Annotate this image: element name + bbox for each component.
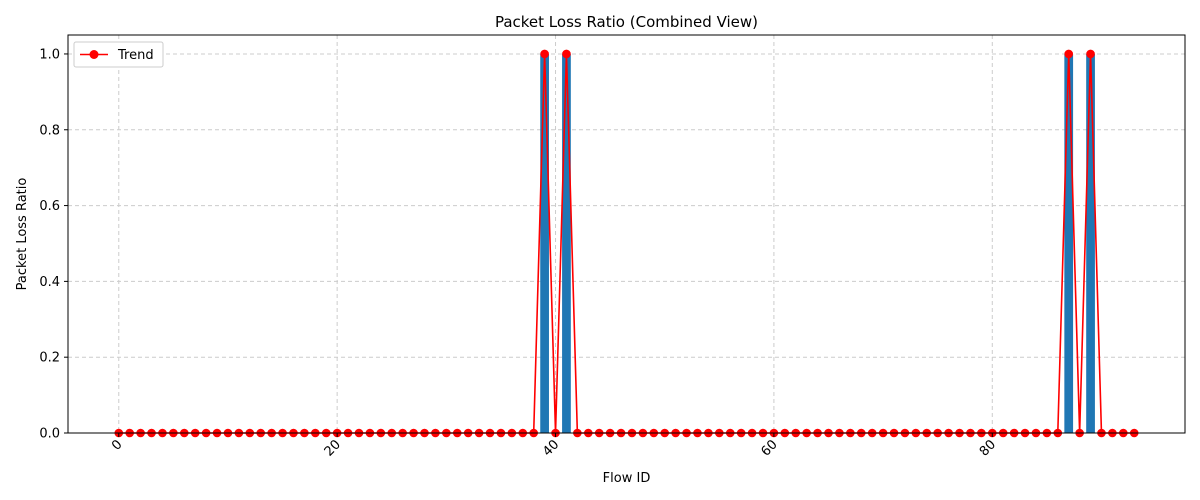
trend-point xyxy=(1086,49,1095,59)
y-axis-ticks: 0.0 0.2 0.4 0.6 0.8 1.0 xyxy=(39,47,68,442)
bar xyxy=(540,53,549,433)
y-tick-label: 0.4 xyxy=(39,275,60,290)
bar xyxy=(562,53,571,433)
bar xyxy=(1086,53,1095,433)
x-tick-label: 80 xyxy=(977,437,999,459)
legend-trend-label: Trend xyxy=(117,48,154,63)
trend-point xyxy=(562,49,571,59)
legend-box xyxy=(73,41,164,68)
bar xyxy=(1064,53,1074,433)
y-tick-label: 0.6 xyxy=(39,199,60,214)
x-tick-label: 40 xyxy=(540,437,562,459)
plot-frame xyxy=(67,34,1186,434)
trend-line xyxy=(118,53,1135,434)
x-tick-label: 0 xyxy=(109,437,125,453)
bar-series xyxy=(540,53,1095,433)
y-tick-label: 0.2 xyxy=(39,351,60,366)
x-tick-label: 60 xyxy=(758,437,780,459)
x-axis-title: Flow ID xyxy=(603,471,651,486)
y-axis-title: Packet Loss Ratio xyxy=(15,178,30,291)
grid xyxy=(68,35,1185,434)
trend-point xyxy=(1064,49,1074,59)
trend-point xyxy=(540,49,549,59)
legend: Trend xyxy=(73,41,164,68)
chart-title: Packet Loss Ratio (Combined View) xyxy=(495,13,758,31)
y-tick-label: 1.0 xyxy=(39,47,60,62)
legend-trend-marker xyxy=(89,50,99,59)
x-tick-label: 20 xyxy=(322,437,344,459)
y-tick-label: 0.0 xyxy=(39,427,60,442)
trend-series xyxy=(114,49,1139,438)
y-tick-label: 0.8 xyxy=(39,123,60,138)
